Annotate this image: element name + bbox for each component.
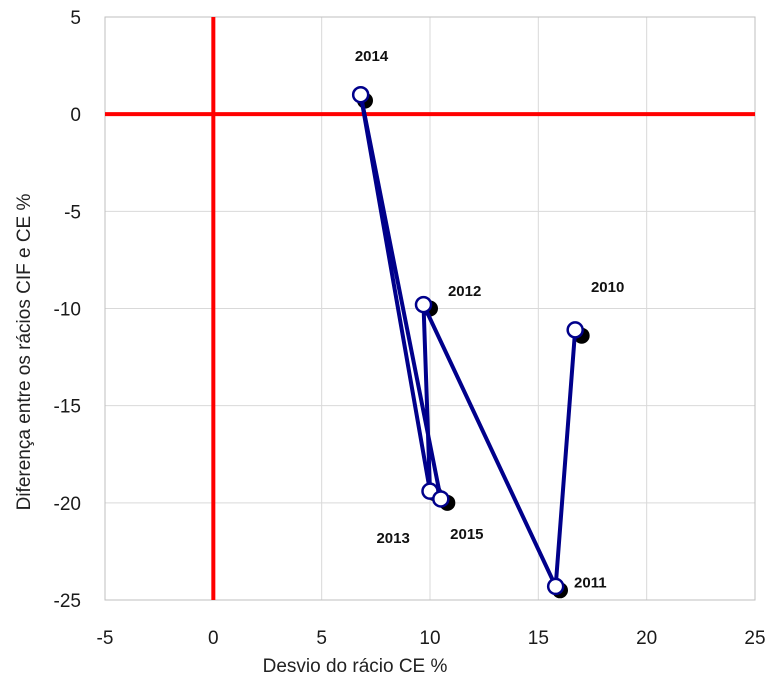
y-axis-title: Diferença entre os rácios CIF e CE % xyxy=(14,194,35,511)
x-axis-title: Desvio do rácio CE % xyxy=(263,656,448,677)
data-point-open-2011 xyxy=(546,577,565,596)
series-filled-markers xyxy=(357,92,590,599)
data-label-2015: 2015 xyxy=(450,526,483,543)
data-point-open-2010 xyxy=(566,321,584,339)
x-tick-label: 0 xyxy=(208,628,219,649)
series-layer xyxy=(351,85,590,599)
x-tick-label: 20 xyxy=(636,628,657,649)
x-tick-label: 15 xyxy=(528,628,549,649)
y-tick-label: -25 xyxy=(54,591,81,612)
y-tick-label: 5 xyxy=(70,8,81,29)
tick-labels: -5 0 5 10 15 20 25 5 0 -5 -10 -15 -20 -25 xyxy=(54,8,766,649)
data-label-2011: 2011 xyxy=(574,575,607,592)
data-label-2013: 2013 xyxy=(376,530,409,547)
data-point-open-2015 xyxy=(432,490,450,508)
data-label-2010: 2010 xyxy=(591,279,624,296)
data-label-2014: 2014 xyxy=(355,48,389,65)
x-tick-label: 5 xyxy=(316,628,327,649)
x-tick-label: 25 xyxy=(744,628,765,649)
y-tick-label: -20 xyxy=(54,494,81,515)
data-label-2012: 2012 xyxy=(448,283,481,300)
data-point-open-2012 xyxy=(414,295,433,314)
data-labels: 2014 2012 2010 2013 2015 2011 xyxy=(355,48,625,592)
reference-lines xyxy=(105,17,755,600)
x-tick-label: -5 xyxy=(97,628,114,649)
y-tick-label: -15 xyxy=(54,397,81,418)
series-connected-open-markers xyxy=(351,85,584,596)
data-point-open-2014 xyxy=(351,85,370,104)
y-tick-label: -10 xyxy=(54,300,81,321)
y-tick-label: 0 xyxy=(70,105,81,126)
series-line xyxy=(358,92,578,589)
y-tick-label: -5 xyxy=(64,202,81,223)
axes xyxy=(104,16,756,601)
plot-border xyxy=(104,16,756,601)
x-tick-label: 10 xyxy=(419,628,440,649)
